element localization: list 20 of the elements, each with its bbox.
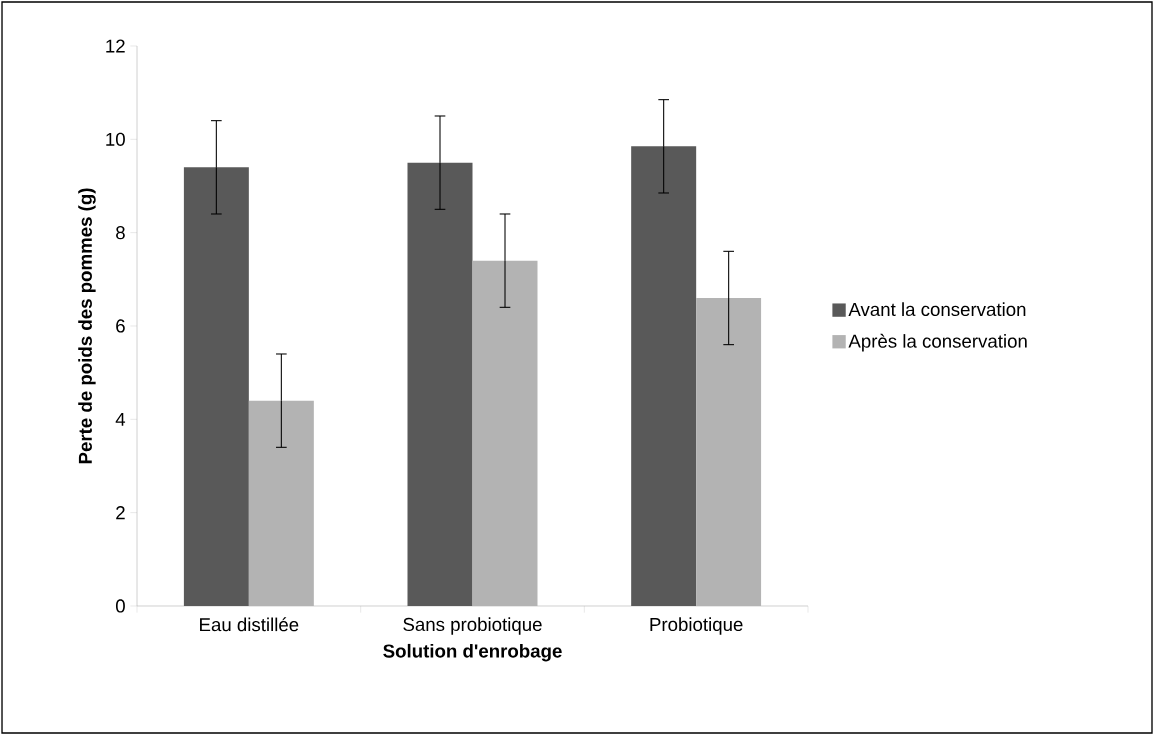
y-tick-label: 0 (115, 599, 125, 613)
bar (407, 162, 473, 606)
y-tick-label: 8 (116, 226, 125, 240)
x-tick-label: Sans probiotique (403, 617, 542, 635)
x-axis-title: Solution d'enrobage (383, 643, 562, 662)
y-tick-label: 12 (106, 39, 125, 53)
legend-label: Avant la conservation (848, 302, 1026, 317)
y-tick-label: 4 (115, 412, 126, 426)
bar (631, 146, 697, 606)
legend-label: Après la conservation (848, 333, 1027, 352)
bar (472, 260, 538, 606)
x-tick-label: Eau distillée (200, 617, 299, 632)
bar (183, 167, 249, 606)
y-tick-label: 6 (116, 319, 125, 333)
x-tick-label: Probiotique (650, 617, 743, 635)
y-axis-title: Perte de poids des pommes (g) (78, 188, 96, 464)
bar (248, 400, 314, 606)
y-tick-label: 10 (106, 132, 125, 146)
y-tick-label: 2 (116, 506, 125, 520)
bar (696, 297, 762, 606)
